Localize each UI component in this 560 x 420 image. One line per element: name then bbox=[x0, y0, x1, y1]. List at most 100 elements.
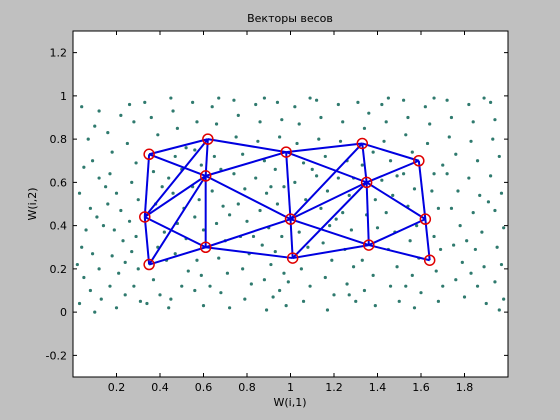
data-point bbox=[245, 219, 249, 223]
data-point bbox=[110, 254, 114, 258]
data-point bbox=[173, 252, 177, 256]
neuron-link bbox=[143, 154, 151, 218]
data-point bbox=[315, 174, 319, 178]
data-point bbox=[151, 169, 156, 174]
neuron-markers bbox=[139, 133, 436, 271]
data-point bbox=[123, 293, 127, 297]
data-point bbox=[208, 284, 212, 288]
data-point bbox=[138, 299, 143, 303]
data-point bbox=[262, 96, 266, 100]
neuron-link bbox=[361, 143, 368, 183]
data-point bbox=[445, 98, 449, 102]
data-point bbox=[249, 282, 253, 286]
y-tick-label: 1.2 bbox=[50, 47, 68, 60]
data-point bbox=[210, 189, 214, 193]
data-point bbox=[338, 139, 343, 143]
data-point bbox=[404, 133, 408, 137]
data-point bbox=[410, 150, 414, 154]
data-point bbox=[495, 245, 499, 249]
data-point bbox=[373, 304, 377, 308]
neuron-link bbox=[424, 219, 431, 261]
neuron-link bbox=[144, 175, 207, 218]
neuron-link bbox=[290, 181, 368, 221]
data-point bbox=[286, 280, 290, 284]
data-point bbox=[282, 271, 286, 275]
data-point bbox=[293, 105, 297, 109]
data-point bbox=[332, 293, 336, 297]
data-point bbox=[467, 102, 471, 107]
data-point bbox=[269, 185, 273, 189]
data-point bbox=[254, 102, 258, 107]
data-point bbox=[271, 295, 275, 299]
data-point bbox=[273, 249, 277, 254]
chart-title: Векторы весов bbox=[247, 12, 333, 25]
data-point bbox=[371, 150, 375, 154]
data-point bbox=[214, 122, 219, 126]
data-point bbox=[499, 262, 504, 267]
data-point bbox=[121, 239, 125, 243]
data-point bbox=[167, 306, 171, 310]
data-point bbox=[106, 131, 110, 135]
data-point bbox=[95, 215, 99, 219]
data-point bbox=[391, 193, 395, 197]
data-point bbox=[434, 269, 438, 273]
data-point bbox=[458, 224, 462, 228]
data-point bbox=[99, 297, 103, 301]
data-point bbox=[304, 198, 308, 202]
data-point bbox=[160, 185, 164, 189]
data-point bbox=[386, 96, 390, 100]
data-point bbox=[323, 275, 327, 280]
data-point bbox=[297, 230, 301, 234]
data-point bbox=[436, 206, 440, 210]
data-point bbox=[356, 100, 360, 104]
neuron-marker bbox=[419, 213, 432, 225]
data-point bbox=[232, 172, 236, 176]
data-point bbox=[380, 102, 384, 107]
data-point bbox=[454, 278, 458, 282]
data-point bbox=[169, 96, 173, 100]
data-point bbox=[452, 243, 456, 247]
data-point bbox=[475, 159, 480, 163]
neuron-link bbox=[285, 151, 367, 184]
data-point bbox=[228, 213, 232, 217]
data-point bbox=[228, 306, 232, 310]
data-point bbox=[114, 191, 119, 195]
neuron-link bbox=[204, 139, 209, 176]
data-point bbox=[197, 198, 201, 202]
neuron-marker bbox=[413, 155, 425, 167]
neuron-link bbox=[365, 182, 370, 246]
data-point bbox=[345, 282, 349, 286]
data-point bbox=[254, 176, 258, 180]
data-point bbox=[415, 224, 419, 228]
data-point bbox=[460, 260, 464, 264]
data-point bbox=[491, 137, 495, 141]
data-point bbox=[362, 126, 367, 130]
data-point bbox=[97, 267, 101, 271]
data-point bbox=[151, 278, 156, 282]
data-point bbox=[493, 118, 497, 122]
neuron-marker bbox=[202, 133, 214, 145]
data-point bbox=[108, 172, 112, 176]
data-point bbox=[445, 172, 449, 176]
y-tick-label: 0.4 bbox=[50, 220, 68, 233]
data-point bbox=[119, 113, 123, 117]
data-point bbox=[425, 141, 430, 146]
data-point bbox=[217, 96, 221, 100]
data-point bbox=[436, 299, 440, 303]
data-point bbox=[328, 224, 332, 228]
y-axis-label: W(i,2) bbox=[26, 187, 39, 220]
data-point bbox=[310, 167, 314, 171]
neuron-marker bbox=[360, 176, 373, 189]
data-point bbox=[264, 191, 269, 195]
x-tick-label: 0.8 bbox=[238, 381, 256, 394]
data-point bbox=[295, 141, 299, 146]
data-point bbox=[482, 96, 486, 100]
data-point bbox=[114, 306, 119, 310]
data-point bbox=[280, 234, 284, 239]
neuron-link bbox=[368, 244, 430, 262]
data-point bbox=[273, 167, 277, 171]
neuron-link bbox=[289, 219, 294, 259]
data-point bbox=[410, 273, 414, 277]
data-point bbox=[143, 100, 147, 104]
data-point bbox=[347, 193, 351, 197]
